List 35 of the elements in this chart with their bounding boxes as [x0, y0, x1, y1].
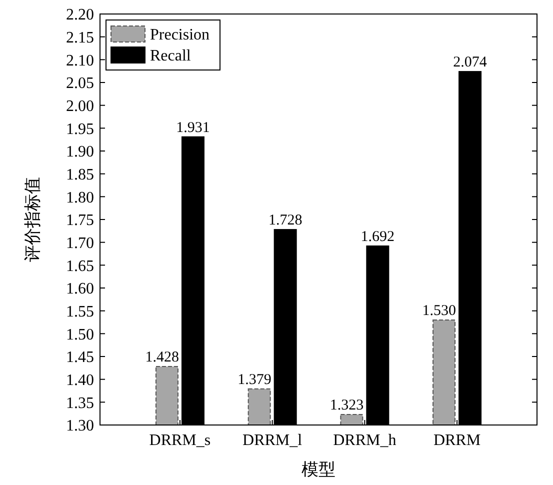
- data-label: 1.379: [238, 372, 272, 388]
- y-tick-label: 2.10: [66, 52, 94, 70]
- y-tick-label: 1.55: [66, 303, 94, 320]
- y-tick-label: 2.15: [66, 29, 94, 46]
- y-tick-label: 1.40: [66, 372, 94, 389]
- x-tick-label: DRRM_h: [333, 432, 396, 449]
- y-tick-label: 2.05: [66, 75, 94, 92]
- y-tick-label: 1.30: [66, 418, 94, 435]
- legend-label: Recall: [150, 48, 192, 65]
- data-label: 1.530: [422, 302, 456, 319]
- y-tick-label: 2.00: [66, 98, 94, 115]
- y-tick-label: 1.90: [66, 144, 94, 161]
- y-tick-label: 1.60: [66, 280, 94, 298]
- y-tick-label: 1.35: [66, 394, 94, 412]
- y-tick-label: 1.75: [66, 212, 94, 230]
- y-tick-label: 1.70: [66, 234, 94, 252]
- x-tick-label: DRRM_l: [242, 432, 303, 449]
- y-tick-label: 1.65: [66, 258, 94, 275]
- data-label: 1.323: [330, 397, 364, 414]
- y-axis-title: 评价指标值: [23, 177, 42, 262]
- y-tick-label: 1.45: [66, 349, 94, 366]
- data-label: 1.428: [145, 350, 179, 366]
- y-tick-label: 1.85: [66, 166, 94, 184]
- data-label: 2.074: [453, 54, 488, 71]
- x-axis-title: 模型: [302, 460, 336, 479]
- data-label: 1.931: [176, 120, 210, 136]
- legend-label: Precision: [150, 26, 210, 44]
- x-tick-label: DRRM_s: [149, 432, 211, 449]
- y-tick-label: 1.80: [66, 189, 94, 206]
- y-tick-label: 1.50: [66, 326, 94, 344]
- data-label: 1.728: [268, 212, 302, 229]
- y-tick-label: 1.95: [66, 120, 94, 138]
- y-tick-label: 2.20: [66, 6, 94, 24]
- x-tick-label: DRRM: [433, 432, 481, 449]
- data-label: 1.692: [360, 228, 395, 245]
